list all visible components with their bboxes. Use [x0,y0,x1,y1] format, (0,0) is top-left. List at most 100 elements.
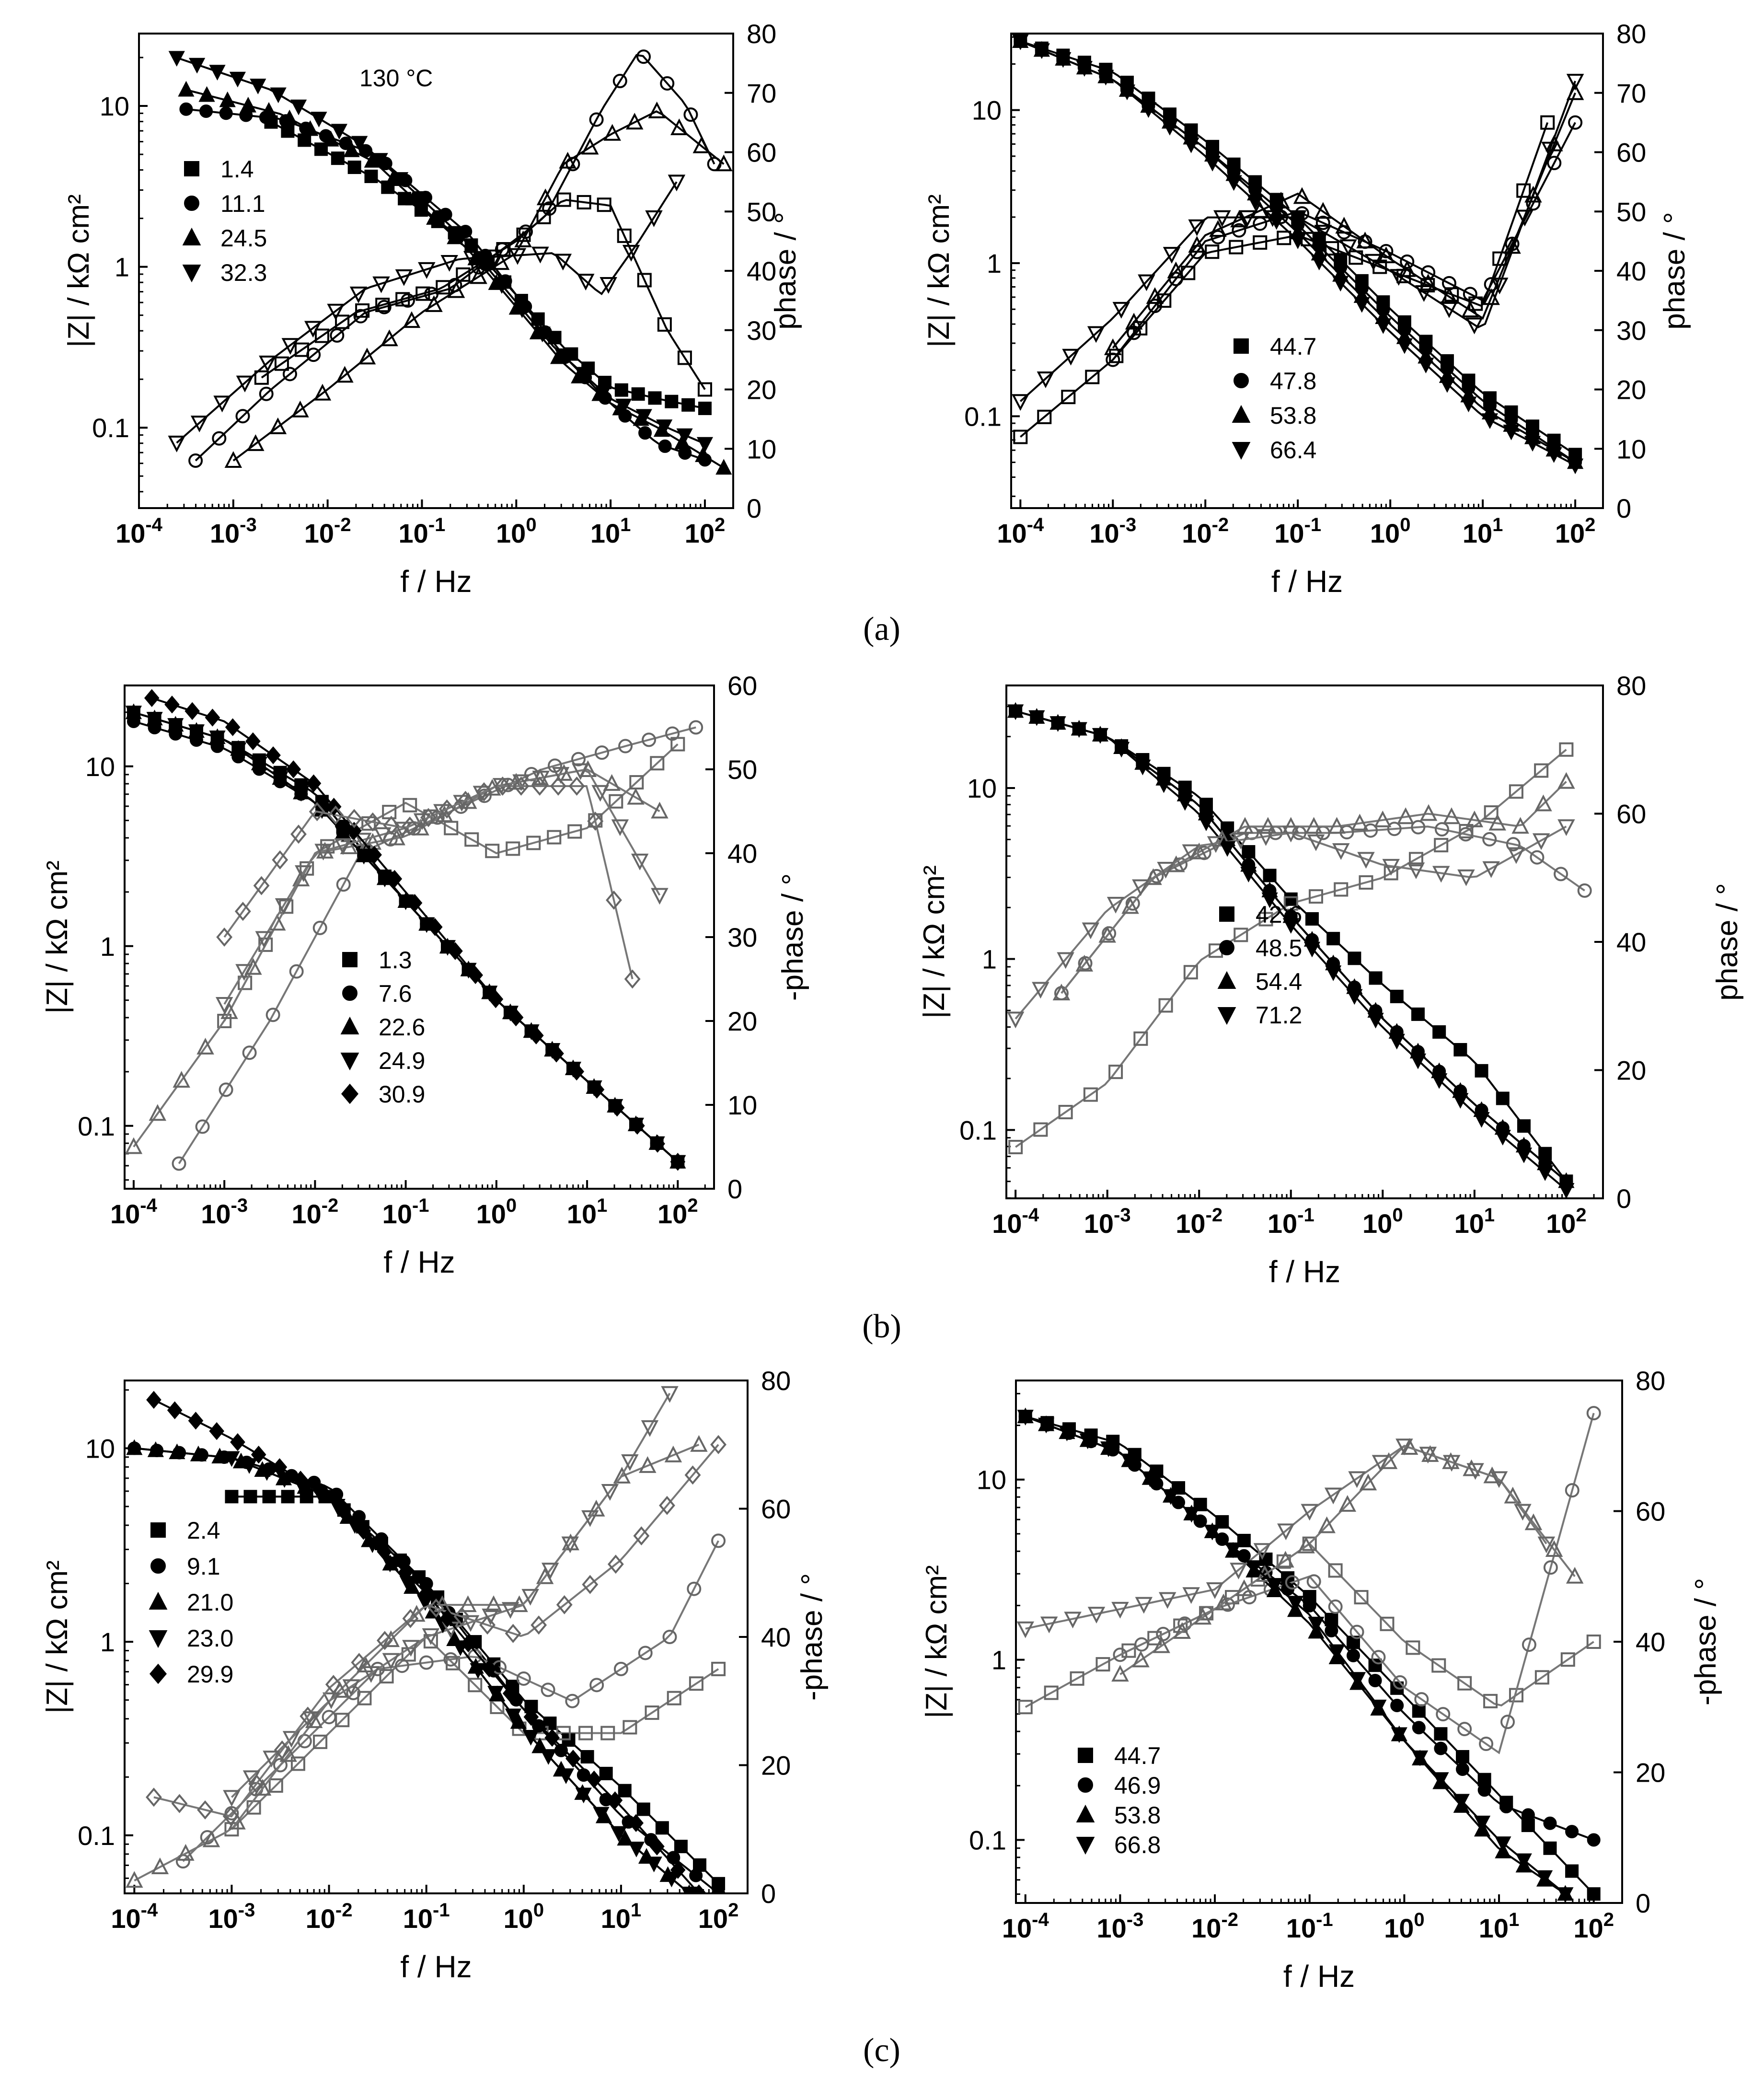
phase-point [1442,807,1461,824]
phase-point [322,1710,336,1725]
chart-c-right: 10-4 10-3 10-2 10-1 100 101 102 f / Hz 0.1 1 10 |Z|… [920,1366,1722,1994]
legend-marker [150,1522,166,1538]
plot-area [125,689,703,1171]
phase-point [1253,1543,1271,1560]
phase-point [1314,202,1332,219]
impedance-point [1049,716,1066,732]
phase-point [1016,1621,1035,1638]
phase-point [126,1871,143,1888]
phase-point [340,837,358,854]
phase-point [290,824,307,844]
phase-point [1332,843,1350,860]
impedance-point [580,1750,594,1764]
impedance-point [432,210,449,226]
impedance-point [211,1448,228,1464]
phase-point [196,1037,214,1055]
phase-point [1257,829,1275,846]
phase-point [506,841,520,856]
x-tick-label: 10-3 [1084,1205,1131,1239]
phase-point [1253,235,1268,250]
impedance-point [323,130,339,147]
legend-label: 7.6 [379,980,412,1007]
x-tick-label: 100 [504,1900,544,1934]
phase-point [603,774,621,791]
y-right-tick-label: 10 [747,434,776,464]
impedance-point [290,99,307,116]
phase-point [1134,1637,1149,1652]
y-left-axis-label: |Z| / kΩ cm² [62,194,95,348]
impedance-point [306,774,322,792]
impedance-point [262,1490,276,1504]
legend-marker [1234,338,1249,354]
phase-point [1070,1671,1084,1686]
impedance-point [302,120,319,136]
phase-point [1522,1637,1536,1652]
legend-marker [1076,1804,1095,1822]
impedance-point [646,1856,662,1873]
y-right-tick-label: 80 [1636,1366,1665,1396]
phase-point [486,249,504,267]
phase-point [358,348,376,365]
phase-point [1440,301,1458,318]
impedance-point [609,1099,625,1117]
impedance-point [565,1750,581,1768]
y-left-axis-label: |Z| / kΩ cm² [41,1560,74,1714]
legend-label: 2.4 [187,1517,220,1544]
y-right-tick-label: 20 [1616,375,1646,405]
y-right-tick-label: 20 [761,1751,791,1781]
phase-fit-line [153,1444,719,1818]
impedance-point [635,409,652,425]
phase-point [1395,1438,1413,1456]
phase-point [600,1726,615,1740]
phase-point [1557,772,1575,789]
phase-point [627,788,645,805]
phase-point [689,1676,703,1691]
impedance-point [689,1868,703,1882]
phase-point [1324,1487,1342,1505]
impedance-point [367,846,382,864]
phase-point [291,400,309,418]
phase-point [1232,223,1246,238]
phase-point [1504,1486,1522,1504]
phase-point [464,832,479,847]
impedance-point [331,124,347,140]
impedance-point [663,1871,680,1888]
panel-label: (b) [862,1308,901,1345]
x-tick-label: 10-2 [291,1195,338,1229]
impedance-point [146,1391,161,1409]
phase-point [1135,1597,1153,1614]
y-left-axis-label: |Z| / kΩ cm² [922,194,956,348]
impedance-point [1224,1543,1242,1558]
legend-label: 66.8 [1114,1832,1161,1858]
phase-point [1442,1455,1461,1472]
phase-point [661,1386,679,1403]
phase-point [1206,1582,1224,1599]
y-left-tick-label: 0.1 [959,1115,997,1145]
impedance-point [1176,795,1193,811]
phase-point [247,434,265,451]
impedance-point [298,133,311,147]
phase-point [1061,390,1076,405]
phase-point [364,812,381,832]
x-tick-label: 101 [1463,514,1503,548]
phase-point [556,192,571,207]
impedance-point [1481,413,1499,429]
impedance-point [1079,1433,1096,1450]
impedance-point [1474,1815,1491,1832]
phase-point [697,382,712,397]
phase-point [625,113,644,130]
impedance-point [1113,742,1130,758]
phase-point [1157,862,1175,879]
phase-point [388,828,405,846]
impedance-point [1325,1624,1338,1637]
phase-fit-line [231,1635,719,1830]
y-right-tick-label: 80 [1616,19,1646,49]
y-right-axis-label: phase / ° [1711,883,1744,1000]
phase-point [314,844,332,861]
impedance-point [468,966,483,985]
y-left-tick-label: 0.1 [964,401,1002,431]
impedance-point [346,822,362,840]
impedance-point [1565,1825,1579,1839]
phase-point [1182,1587,1200,1604]
impedance-point [1473,1112,1490,1128]
